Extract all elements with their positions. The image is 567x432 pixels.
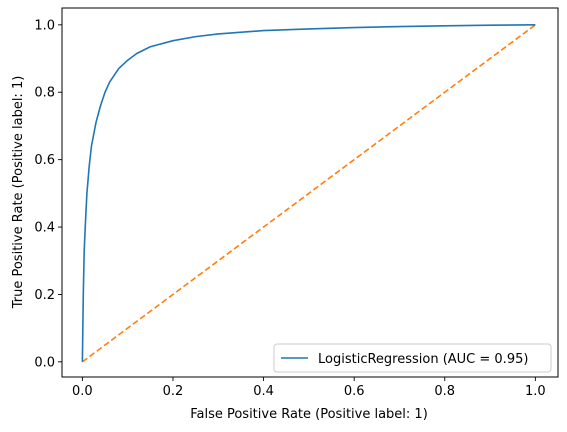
x-tick-label: 0.2 [163,384,184,399]
x-tick-label: 0.0 [72,384,93,399]
x-tick-label: 1.0 [525,384,546,399]
legend-box [273,343,552,373]
x-tick-label: 0.6 [344,384,365,399]
roc-curve-line [81,24,536,362]
x-tick-label: 0.4 [253,384,274,399]
x-tick-label: 0.8 [434,384,455,399]
y-tick-label: 0.8 [34,86,55,101]
y-tick-label: 0.2 [34,288,55,303]
y-tick-label: 0.6 [34,153,55,168]
chance-line [81,24,536,363]
series-layer [81,24,536,363]
legend: LogisticRegression (AUC = 0.95) [273,343,552,373]
x-axis-label: False Positive Rate (Positive label: 1) [190,407,428,422]
y-tick-label: 0.4 [34,221,55,236]
y-axis-label: True Positive Rate (Positive label: 1) [11,76,26,310]
x-axis-ticks: 0.0 0.2 0.4 0.6 0.8 1.0 [72,377,546,399]
y-tick-label: 0.0 [34,355,55,370]
legend-label: LogisticRegression (AUC = 0.95) [318,352,528,367]
plot-frame [61,7,559,378]
y-axis-ticks: 0.0 0.2 0.4 0.6 0.8 1.0 [34,18,62,370]
y-tick-label: 1.0 [34,18,55,33]
